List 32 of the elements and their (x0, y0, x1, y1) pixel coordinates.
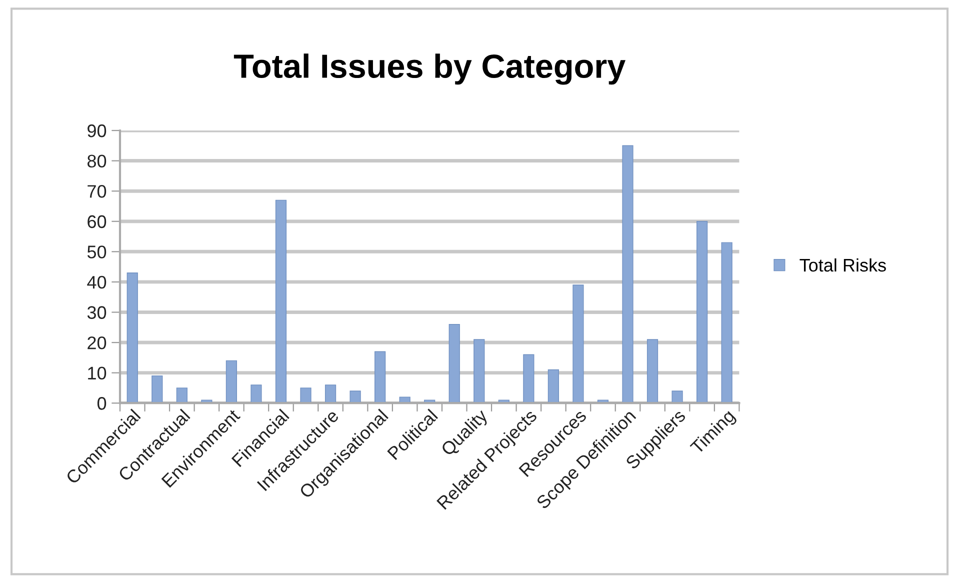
bar (250, 384, 262, 404)
y-tick-label: 20 (88, 336, 106, 350)
bar (324, 384, 336, 404)
bar (696, 221, 708, 404)
y-tick-label: 60 (88, 215, 106, 228)
y-tick-label: 0 (97, 397, 106, 410)
bar (548, 369, 559, 404)
bar (350, 390, 361, 404)
bar (448, 324, 460, 404)
bar (275, 200, 287, 404)
bar (622, 145, 634, 404)
bar (721, 242, 732, 404)
y-tick-label: 90 (88, 124, 106, 138)
bar (300, 388, 312, 404)
bar (572, 284, 584, 404)
bar (646, 339, 658, 404)
bar (176, 388, 188, 404)
y-tick-label: 50 (87, 246, 106, 258)
bar (126, 272, 138, 404)
bar (226, 360, 238, 404)
bar (474, 339, 485, 404)
y-tick-label: 40 (87, 276, 106, 289)
y-tick-label: 30 (87, 306, 106, 319)
y-tick-label: 10 (88, 366, 106, 380)
bar (152, 375, 163, 404)
chart-title: Total Issues by Category (234, 54, 626, 85)
legend-label: Total Risks (800, 258, 886, 272)
y-tick-label: 70 (88, 185, 106, 198)
bar (523, 354, 534, 404)
bar (672, 390, 683, 404)
y-tick-label: 80 (88, 154, 106, 168)
bar (374, 351, 386, 404)
